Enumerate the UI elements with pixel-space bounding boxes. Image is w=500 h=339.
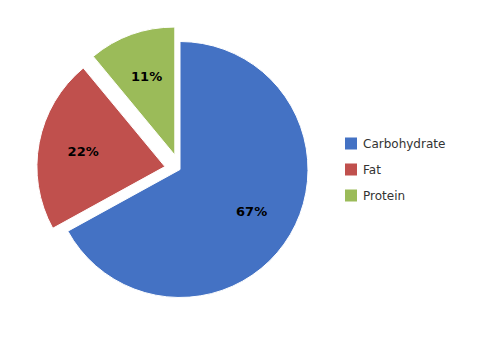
legend-swatch xyxy=(345,164,357,176)
legend-item: Fat xyxy=(345,163,381,177)
legend-item: Protein xyxy=(345,189,405,203)
data-label: 67% xyxy=(236,204,267,219)
data-label: 11% xyxy=(131,69,162,84)
legend: Carbohydrate Fat Protein xyxy=(345,137,445,203)
legend-label: Fat xyxy=(363,163,381,177)
legend-swatch xyxy=(345,138,357,150)
data-label: 22% xyxy=(68,144,99,159)
chart: 67% 22% 11% Carbohydrate Fat Protein xyxy=(0,0,500,339)
legend-label: Carbohydrate xyxy=(363,137,445,151)
legend-swatch xyxy=(345,190,357,202)
pie: 67% 22% 11% xyxy=(37,27,308,297)
pie-slice xyxy=(93,27,175,155)
legend-label: Protein xyxy=(363,189,405,203)
legend-item: Carbohydrate xyxy=(345,137,445,151)
